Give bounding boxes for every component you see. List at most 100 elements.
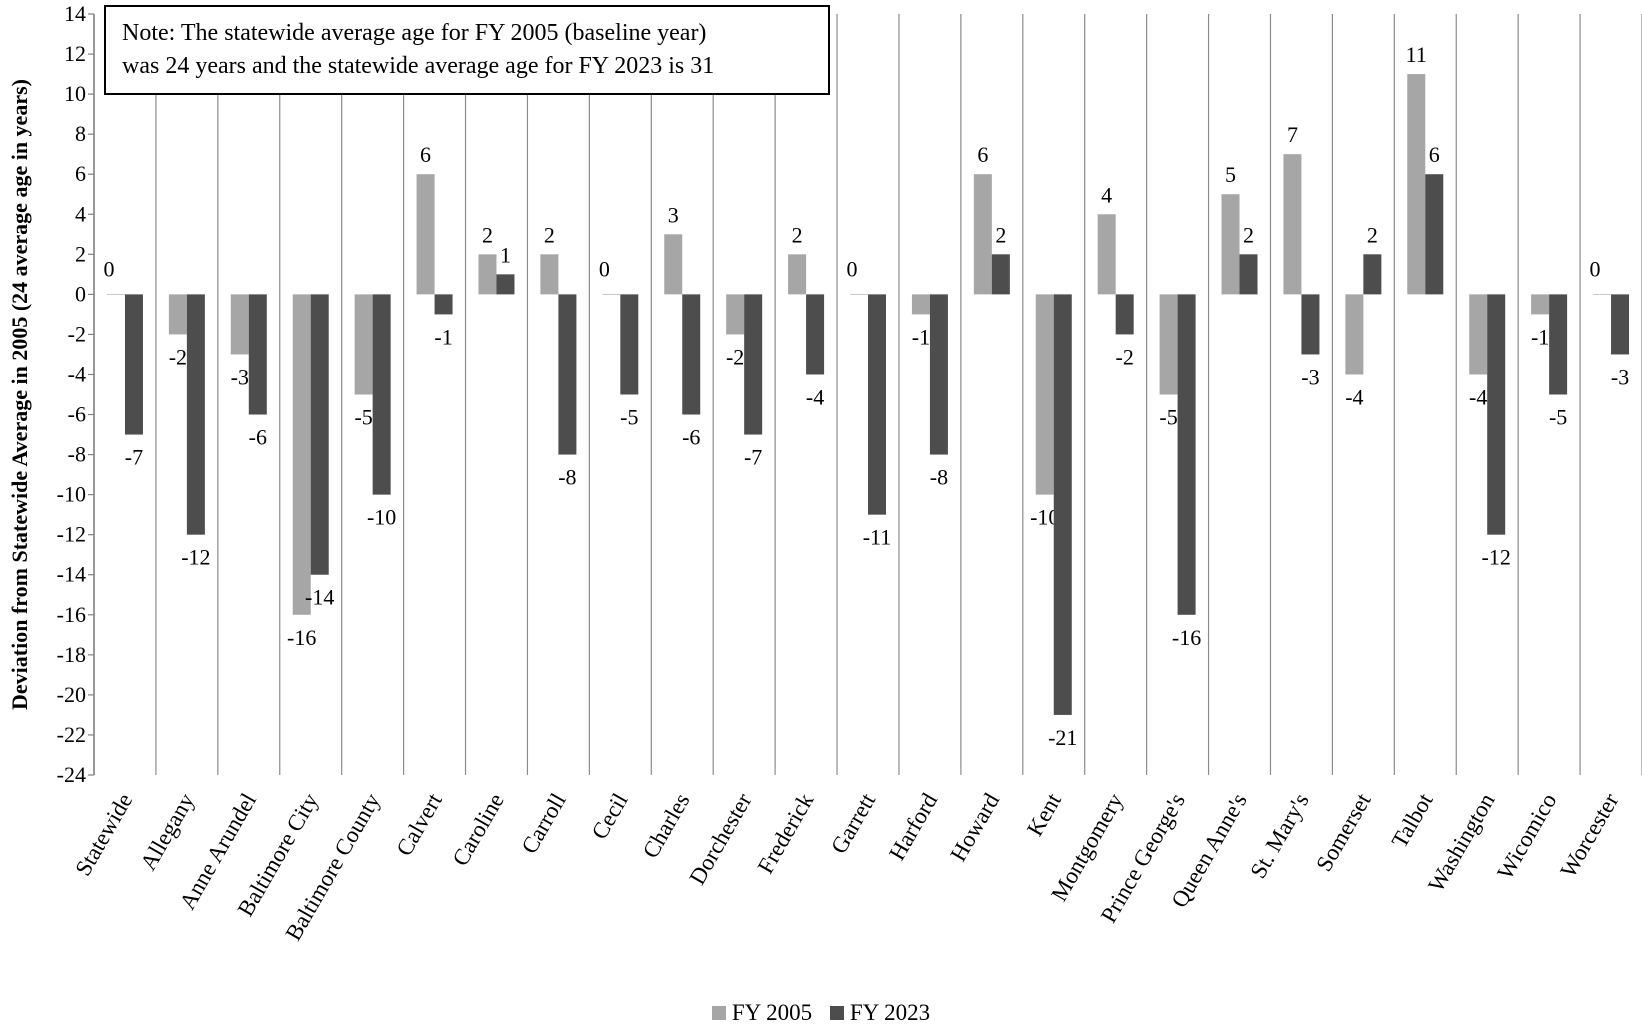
- bar-fy2005: [1345, 294, 1364, 375]
- data-label-fy2005: 11: [1406, 42, 1427, 67]
- data-label-fy2005: -4: [1345, 384, 1363, 409]
- bar-fy2023: [310, 294, 329, 575]
- data-label-fy2023: -8: [558, 465, 576, 490]
- x-category-label: Calvert: [391, 788, 447, 860]
- data-label-fy2005: 2: [792, 222, 803, 247]
- x-category-label: Garrett: [826, 788, 881, 857]
- bar-fy2005: [602, 294, 621, 295]
- y-tick-label: -10: [57, 482, 86, 507]
- legend-swatch-fy2023: [829, 1006, 844, 1020]
- bar-fy2005: [911, 294, 930, 315]
- y-tick-label: 2: [75, 241, 86, 266]
- data-label-fy2005: -2: [726, 344, 744, 369]
- x-category-label: Caroline: [448, 789, 509, 870]
- data-label-fy2023: 6: [1429, 142, 1440, 167]
- bar-fy2023: [929, 294, 948, 455]
- bar-fy2005: [1469, 294, 1488, 375]
- data-label-fy2023: 2: [995, 222, 1006, 247]
- bar-fy2005: [664, 234, 683, 295]
- y-tick-label: -22: [57, 722, 86, 747]
- x-category-label: Talbot: [1387, 788, 1438, 852]
- data-label-fy2005: -1: [1531, 324, 1549, 349]
- x-category-label: Charles: [638, 789, 695, 862]
- y-tick-label: -24: [57, 762, 86, 787]
- data-label-fy2023: 2: [1243, 222, 1254, 247]
- y-tick-label: -6: [68, 402, 86, 427]
- bar-fy2005: [1097, 214, 1116, 295]
- bar-fy2005: [726, 294, 745, 335]
- data-label-fy2005: -1: [912, 324, 930, 349]
- data-label-fy2023: 1: [500, 242, 511, 267]
- x-category-label: Cecil: [587, 789, 633, 844]
- data-label-fy2023: -12: [181, 545, 210, 570]
- data-label-fy2023: -6: [682, 425, 700, 450]
- legend: FY 2005 FY 2023: [0, 1000, 1642, 1026]
- bar-fy2023: [1115, 294, 1134, 335]
- data-label-fy2005: 3: [668, 202, 679, 227]
- data-label-fy2023: -21: [1048, 725, 1077, 750]
- bar-fy2023: [868, 294, 886, 515]
- bar-fy2023: [991, 254, 1010, 295]
- y-tick-label: -18: [57, 642, 86, 667]
- y-tick-label: 6: [75, 161, 86, 186]
- data-label-fy2005: -5: [354, 405, 372, 430]
- legend-item-fy2023: FY 2023: [829, 1000, 931, 1026]
- y-tick-label: -14: [57, 562, 86, 587]
- data-label-fy2005: 5: [1225, 162, 1236, 187]
- bar-fy2005: [416, 174, 435, 295]
- data-label-fy2005: 2: [482, 222, 493, 247]
- data-label-fy2023: -7: [744, 445, 762, 470]
- data-label-fy2005: 0: [103, 256, 114, 281]
- bar-fy2005: [1159, 294, 1178, 395]
- bar-fy2023: [1053, 294, 1072, 715]
- bar-fy2023: [1301, 294, 1320, 355]
- data-label-fy2005: 7: [1287, 122, 1298, 147]
- bar-fy2023: [1549, 294, 1568, 395]
- bar-fy2023: [124, 294, 143, 435]
- data-label-fy2023: -2: [1116, 344, 1134, 369]
- data-label-fy2023: -3: [1301, 364, 1319, 389]
- bar-fy2023: [1487, 294, 1506, 535]
- bar-fy2005: [540, 254, 559, 295]
- legend-label-fy2023: FY 2023: [849, 1000, 931, 1025]
- bar-fy2005: [1035, 294, 1054, 495]
- bar-fy2005: [354, 294, 373, 395]
- bar-fy2005: [230, 294, 249, 355]
- x-category-label: Statewide: [70, 789, 137, 880]
- bar-fy2005: [973, 174, 992, 295]
- bar-fy2023: [186, 294, 205, 535]
- data-label-fy2023: -11: [863, 525, 892, 550]
- x-category-label: Wicomico: [1492, 789, 1561, 884]
- y-tick-label: -12: [57, 522, 86, 547]
- data-label-fy2005: 6: [977, 142, 988, 167]
- x-category-label: Howard: [945, 789, 1004, 866]
- legend-item-fy2005: FY 2005: [711, 1000, 813, 1026]
- bar-fy2023: [1239, 254, 1258, 295]
- data-label-fy2005: 6: [420, 142, 431, 167]
- bar-fy2005: [1283, 154, 1302, 295]
- data-label-fy2005: -16: [287, 625, 316, 650]
- data-label-fy2023: 2: [1367, 222, 1378, 247]
- bar-fy2005: [292, 294, 311, 615]
- y-tick-label: -8: [68, 442, 86, 467]
- data-label-fy2023: -8: [930, 465, 948, 490]
- data-label-fy2005: -5: [1159, 405, 1177, 430]
- bar-fy2023: [1611, 294, 1630, 355]
- legend-label-fy2005: FY 2005: [731, 1000, 813, 1025]
- x-category-label: Frederick: [753, 789, 819, 878]
- x-category-label: Harford: [884, 789, 942, 865]
- x-category-label: Worcester: [1555, 789, 1623, 882]
- bar-fy2023: [1363, 254, 1382, 295]
- x-category-label: St. Mary's: [1245, 789, 1313, 883]
- bar-fy2023: [682, 294, 701, 415]
- y-tick-label: 0: [75, 281, 86, 306]
- data-label-fy2023: -1: [434, 324, 452, 349]
- bar-fy2023: [806, 294, 825, 375]
- bar-fy2005: [478, 254, 497, 295]
- data-label-fy2023: -6: [249, 425, 267, 450]
- bar-fy2023: [620, 294, 639, 395]
- bar-fy2005: [1407, 74, 1426, 295]
- bar-fy2023: [744, 294, 763, 435]
